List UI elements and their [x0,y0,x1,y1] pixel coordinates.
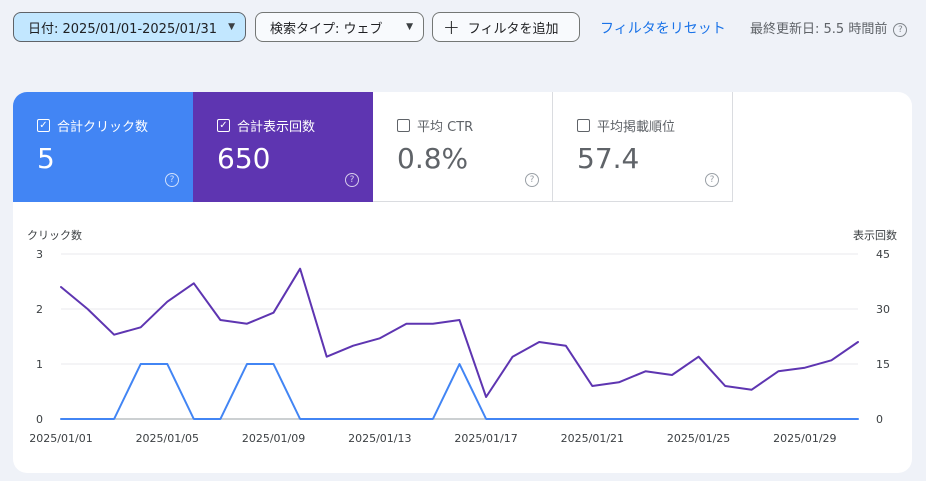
checkbox-unchecked-icon[interactable] [397,119,410,132]
search-type-chip[interactable]: 検索タイプ: ウェブ ▼ [255,12,424,42]
help-icon[interactable]: ? [893,22,908,37]
x-tick-label: 2025/01/17 [454,432,517,445]
toolbar: 日付: 2025/01/01-2025/01/31 ▼ 検索タイプ: ウェブ ▼… [0,0,926,56]
metric-tiles: ✓ 合計クリック数 5 ? ✓ 合計表示回数 650 ? 平均 CTR 0.8%… [13,92,733,202]
reset-filters-link[interactable]: フィルタをリセット [600,21,726,37]
clicks-series-line [60,363,859,420]
last-updated-text: 最終更新日: 5.5 時間前 [750,22,888,37]
metric-total-impressions-label-row: ✓ 合計表示回数 [217,116,315,135]
right-tick-label: 0 [876,413,883,426]
help-icon[interactable]: ? [705,173,719,187]
metric-average-position[interactable]: 平均掲載順位 57.4 ? [553,92,733,202]
performance-card: ✓ 合計クリック数 5 ? ✓ 合計表示回数 650 ? 平均 CTR 0.8%… [13,92,912,473]
metric-label: 合計表示回数 [237,120,316,135]
metric-total-impressions[interactable]: ✓ 合計表示回数 650 ? [193,92,373,202]
x-tick-label: 2025/01/29 [773,432,836,445]
help-icon[interactable]: ? [165,173,179,187]
metric-value: 57.4 [577,142,640,175]
metric-label: 平均掲載順位 [597,120,676,135]
help-icon[interactable]: ? [345,173,359,187]
right-axis-ticks: 0 15 30 45 [876,248,890,426]
metric-average-position-label-row: 平均掲載順位 [577,116,675,135]
metric-total-clicks-label-row: ✓ 合計クリック数 [37,116,148,135]
add-filter-button[interactable]: + フィルタを追加 [432,12,580,42]
metric-total-clicks[interactable]: ✓ 合計クリック数 5 ? [13,92,193,202]
right-tick-label: 45 [876,248,890,261]
search-type-label: 検索タイプ: ウェブ [270,21,383,37]
metric-value: 0.8% [397,142,469,175]
metric-average-ctr-label-row: 平均 CTR [397,116,473,135]
right-tick-label: 15 [876,358,890,371]
chart-gridlines [61,253,858,420]
x-tick-label: 2025/01/01 [29,432,92,445]
date-filter-label: 日付: 2025/01/01-2025/01/31 [28,21,218,37]
left-tick-label: 1 [36,358,43,371]
left-axis-ticks: 0 1 2 3 [36,248,43,426]
chart-series [60,267,859,420]
x-tick-label: 2025/01/13 [348,432,411,445]
checkbox-unchecked-icon[interactable] [577,119,590,132]
right-axis-label: 表示回数 [853,228,897,242]
metric-value: 5 [37,142,55,175]
x-tick-label: 2025/01/09 [242,432,305,445]
caret-down-icon: ▼ [228,22,235,32]
checkbox-checked-icon[interactable]: ✓ [37,119,50,132]
metric-value: 650 [217,142,271,175]
date-filter-chip[interactable]: 日付: 2025/01/01-2025/01/31 ▼ [13,12,246,42]
right-tick-label: 30 [876,303,890,316]
caret-down-icon: ▼ [406,22,413,32]
metric-label: 合計クリック数 [57,120,149,135]
metric-label: 平均 CTR [417,120,474,135]
x-tick-label: 2025/01/21 [561,432,624,445]
checkbox-checked-icon[interactable]: ✓ [217,119,230,132]
x-axis-ticks: 2025/01/01 2025/01/05 2025/01/09 2025/01/13… [29,432,836,445]
last-updated: 最終更新日: 5.5 時間前? [750,18,908,37]
left-tick-label: 2 [36,303,43,316]
x-tick-label: 2025/01/05 [136,432,199,445]
help-icon[interactable]: ? [525,173,539,187]
impressions-series-line [60,267,859,398]
left-tick-label: 0 [36,413,43,426]
left-axis-label: クリック数 [27,229,82,242]
add-filter-label: フィルタを追加 [467,21,559,37]
left-tick-label: 3 [36,248,43,261]
metric-average-ctr[interactable]: 平均 CTR 0.8% ? [373,92,553,202]
x-tick-label: 2025/01/25 [667,432,730,445]
plus-icon: + [443,15,460,39]
